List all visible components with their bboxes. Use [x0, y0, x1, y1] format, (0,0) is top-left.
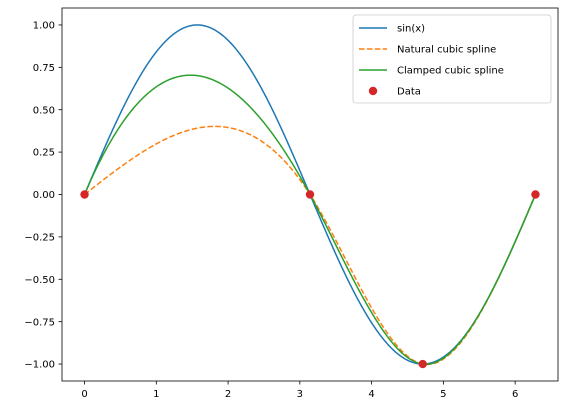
legend-label: Clamped cubic spline — [397, 66, 504, 77]
legend-box — [352, 14, 552, 104]
x-tick-label: 5 — [440, 389, 446, 400]
y-tick-label: 1.00 — [33, 21, 55, 32]
legend-label: sin(x) — [397, 24, 425, 35]
x-tick-label: 6 — [512, 389, 518, 400]
legend-label: Data — [397, 87, 421, 98]
x-tick-label: 1 — [153, 389, 159, 400]
x-tick-label: 4 — [368, 389, 374, 400]
y-tick-label: 0.25 — [33, 148, 55, 159]
data-point — [531, 190, 540, 199]
plot-area — [80, 24, 540, 369]
data-point — [305, 190, 315, 199]
y-tick-label: 0.50 — [33, 105, 55, 116]
axes: 0 1 2 3 4 5 6 −1.00 −0.75 −0.50 −0.25 0.00 0.25 0.50 0… — [24, 7, 559, 400]
data-point — [80, 190, 89, 199]
legend-marker — [368, 86, 378, 96]
y-tick-label: −1.00 — [24, 360, 55, 371]
data-point — [418, 359, 427, 369]
x-tick-label: 3 — [297, 389, 303, 400]
legend-label: Natural cubic spline — [397, 45, 496, 56]
x-tick-label: 0 — [81, 389, 87, 400]
legend: sin(x) Natural cubic spline Clamped cubic … — [352, 14, 552, 104]
y-tick-label: −0.50 — [24, 275, 55, 286]
x-tick-label: 2 — [225, 389, 231, 400]
y-tick-label: 0.00 — [33, 190, 55, 201]
y-tick-label: −0.25 — [24, 232, 55, 243]
y-tick-label: 0.75 — [33, 63, 55, 74]
y-tick-label: −0.75 — [24, 317, 55, 328]
